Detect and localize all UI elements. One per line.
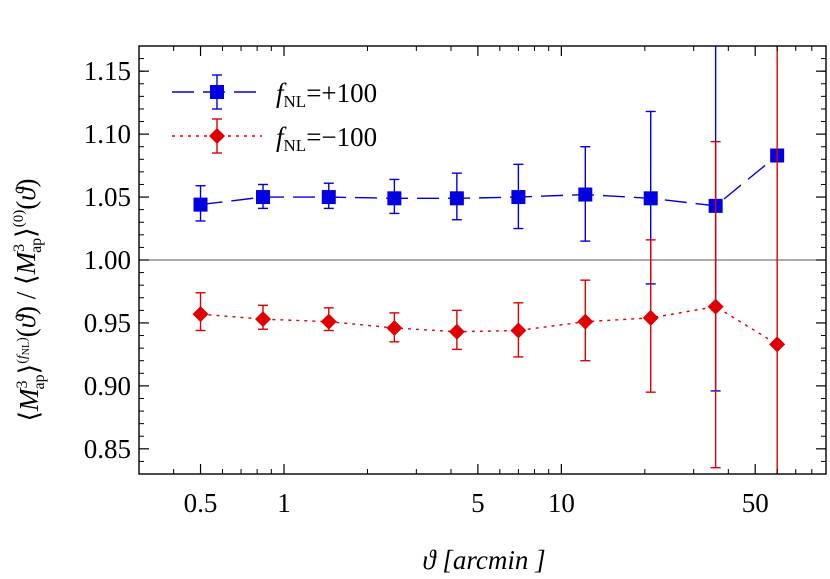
data-point [256,190,271,205]
y-tick-label: 0.85 [84,434,131,464]
x-tick-label: 5 [471,488,485,518]
data-point [707,298,724,315]
x-tick-label: 0.5 [184,488,218,518]
axis-ticks: 0.85 0.90 0.95 1.00 1.05 1.10 1.15 0.5 1 5 10 50 [84,46,827,518]
data-point [320,313,337,330]
data-point [192,306,209,323]
x-tick-label: 50 [742,488,769,518]
y-tick-label: 1.00 [84,245,131,275]
data-point [193,197,208,212]
y-tick-label: 0.95 [84,308,131,338]
legend-entry-2: fNL=−100 [172,118,377,155]
svg-text:⟨M3ap⟩(fNL)(ϑ) / ⟨M3ap⟩(0)(ϑ): ⟨M3ap⟩(fNL)(ϑ) / ⟨M3ap⟩(0)(ϑ) [11,179,48,422]
y-tick-label: 1.15 [84,56,131,86]
legend-marker [209,128,225,144]
legend-entry-1: fNL=+100 [172,74,377,111]
y-axis-title: ⟨M3ap⟩(fNL)(ϑ) / ⟨M3ap⟩(0)(ϑ) [11,179,48,422]
series-layer [192,46,786,474]
series-line [200,305,778,345]
y-tick-label: 0.90 [84,371,131,401]
data-point [511,190,526,205]
data-point [448,323,465,340]
data-point [387,191,402,206]
data-point [578,187,593,202]
data-point [255,311,272,328]
y-tick-label: 1.05 [84,182,131,212]
series-2 [192,46,786,474]
legend: fNL=+100 fNL=−100 [172,74,377,155]
series-1 [193,46,785,392]
data-point [449,191,464,206]
data-point [510,322,527,339]
legend-label: fNL=−100 [276,122,377,155]
x-tick-label: 10 [548,488,575,518]
data-point [321,190,336,205]
data-point [642,309,659,326]
legend-marker [210,85,224,99]
x-axis-title: ϑ [arcmin ] [422,545,545,575]
data-point [577,313,594,330]
data-point [643,191,658,206]
series-line [200,154,778,207]
data-point [386,319,403,336]
y-tick-label: 1.10 [84,119,131,149]
x-tick-label: 1 [277,488,291,518]
legend-label: fNL=+100 [276,78,377,111]
data-point [769,336,786,353]
